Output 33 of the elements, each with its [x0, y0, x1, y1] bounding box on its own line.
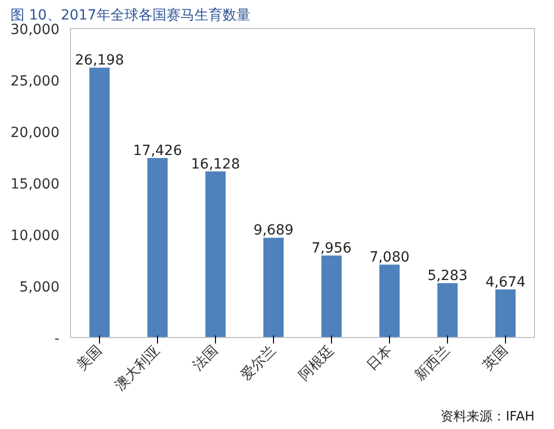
y-tick-label: 20,000 — [10, 125, 60, 141]
y-tick-label: 30,000 — [10, 22, 60, 38]
x-tick-label: 阿根廷 — [296, 342, 338, 384]
y-tick-label: - — [54, 331, 60, 347]
x-tick-label: 英国 — [480, 342, 512, 374]
x-tick-label: 新西兰 — [412, 342, 454, 384]
x-tick-label: 法国 — [190, 342, 222, 374]
data-label: 26,198 — [75, 52, 124, 69]
bar — [263, 238, 284, 338]
y-tick-label: 25,000 — [10, 74, 60, 90]
data-label: 4,674 — [485, 274, 526, 290]
y-tick-label: 15,000 — [10, 176, 60, 192]
bar — [147, 158, 168, 338]
bar — [437, 283, 458, 338]
data-label: 17,426 — [133, 143, 182, 160]
bar — [205, 171, 226, 338]
x-tick-label: 爱尔兰 — [238, 342, 280, 384]
text: 资料来源：IFAH — [440, 410, 535, 424]
data-label: 9,689 — [253, 222, 294, 239]
bar — [321, 256, 342, 338]
chart-title: 图 10、2017年全球各国赛马生育数量 — [10, 6, 250, 24]
x-tick-label: 美国 — [74, 342, 106, 374]
data-label: 5,283 — [427, 268, 468, 284]
data-label: 7,956 — [311, 240, 352, 257]
y-tick-label: 10,000 — [10, 228, 60, 244]
x-tick-label: 日本 — [364, 342, 396, 374]
data-label: 7,080 — [369, 250, 410, 266]
bar — [89, 68, 110, 338]
bar — [379, 264, 400, 338]
x-tick-label: 澳大利亚 — [112, 342, 164, 394]
data-label: 16,128 — [191, 156, 240, 172]
y-tick-label: 5,000 — [19, 280, 60, 296]
bar — [495, 289, 516, 338]
